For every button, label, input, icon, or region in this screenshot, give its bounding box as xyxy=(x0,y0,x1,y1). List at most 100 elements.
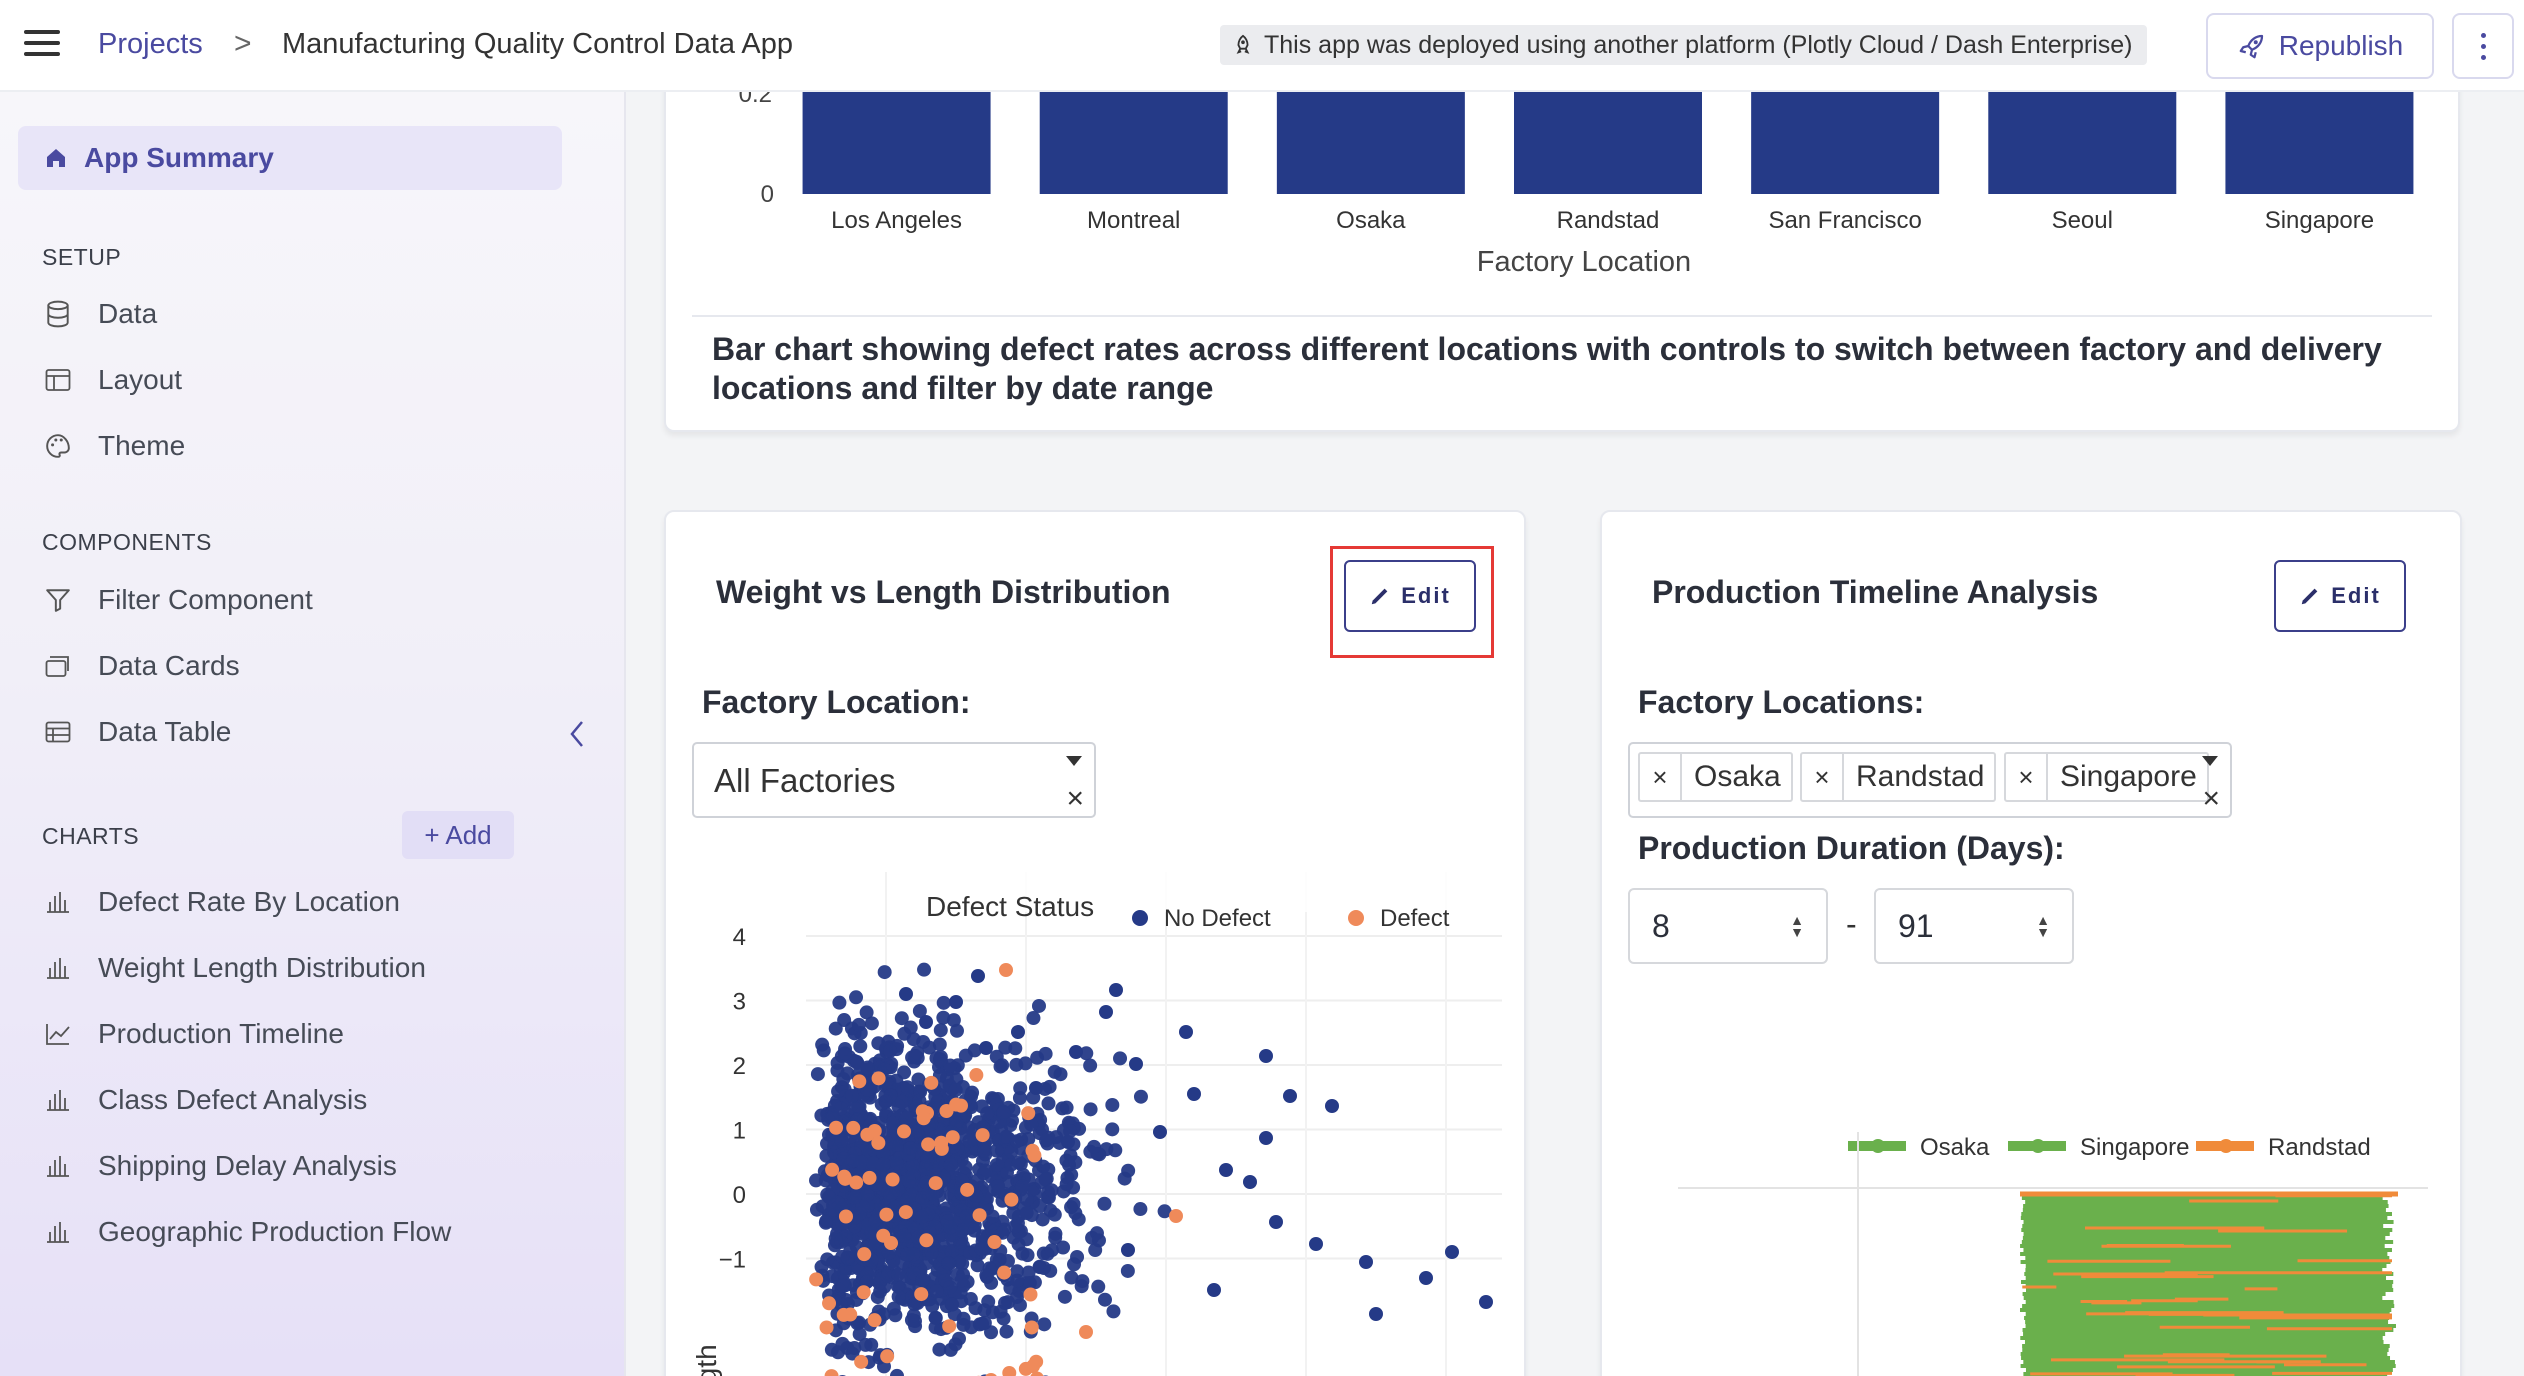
scatter-point xyxy=(1083,1058,1098,1073)
scatter-point xyxy=(864,1016,879,1031)
legend-label[interactable]: Randstad xyxy=(2268,1134,2371,1161)
scatter-point xyxy=(860,1127,875,1142)
scatter-point xyxy=(862,1170,877,1185)
republish-button[interactable]: Republish xyxy=(2206,13,2434,79)
sidebar-item-data[interactable]: Data xyxy=(42,294,157,334)
edit-button[interactable]: Edit xyxy=(2274,560,2406,632)
x-tick-label: Singapore xyxy=(2265,207,2374,234)
remove-chip-icon[interactable]: × xyxy=(1640,754,1682,800)
sidebar-item-label: Geographic Production Flow xyxy=(98,1216,452,1247)
collapse-sidebar-icon[interactable] xyxy=(562,714,592,754)
remove-chip-icon[interactable]: × xyxy=(1802,754,1844,800)
bar-chart-icon xyxy=(47,1090,69,1111)
production-timeline-card: Production Timeline Analysis Edit Factor… xyxy=(1600,510,2462,1376)
scatter-point xyxy=(809,1173,824,1188)
scatter-point xyxy=(1021,1106,1036,1121)
scatter-point xyxy=(962,1133,977,1148)
add-chart-button[interactable]: + Add xyxy=(402,811,514,859)
legend-marker[interactable] xyxy=(1132,910,1148,926)
scatter-point xyxy=(910,1124,925,1139)
factory-location-select[interactable]: All Factories × xyxy=(692,742,1096,818)
remove-chip-icon[interactable]: × xyxy=(2006,754,2048,800)
scatter-point xyxy=(959,1209,974,1224)
scatter-point xyxy=(916,1111,931,1126)
scatter-point xyxy=(1133,1202,1148,1217)
sidebar-item-production-timeline[interactable]: Production Timeline xyxy=(42,1014,344,1054)
legend-label[interactable]: Defect xyxy=(1380,905,1450,932)
duration-max-input[interactable]: 91 ▲ ▼ xyxy=(1874,888,2074,964)
scatter-point xyxy=(925,1187,940,1202)
bar[interactable] xyxy=(802,92,991,194)
breadcrumb-projects[interactable]: Projects xyxy=(98,28,203,60)
bar[interactable] xyxy=(1514,92,1702,194)
sidebar-item-class-defect-analysis[interactable]: Class Defect Analysis xyxy=(42,1080,367,1120)
scatter-point xyxy=(1022,1276,1037,1291)
scatter-point xyxy=(854,1354,869,1369)
x-tick-label: San Francisco xyxy=(1768,207,1921,234)
bar[interactable] xyxy=(2225,92,2414,194)
sidebar-item-data-table[interactable]: Data Table xyxy=(42,712,231,752)
scatter-point xyxy=(891,1289,906,1304)
legend-label[interactable]: No Defect xyxy=(1164,905,1271,932)
legend-label[interactable]: Singapore xyxy=(2080,1134,2189,1161)
scatter-point xyxy=(1283,1089,1297,1103)
sidebar-item-theme[interactable]: Theme xyxy=(42,426,185,466)
selected-location-chip: × Osaka xyxy=(1638,752,1793,802)
scatter-point xyxy=(999,1129,1014,1144)
scatter-point xyxy=(1010,1273,1025,1288)
scatter-point xyxy=(1105,1097,1120,1112)
chevron-down-icon[interactable] xyxy=(1064,754,1084,768)
scatter-point xyxy=(828,1231,843,1246)
duration-min-input[interactable]: 8 ▲ ▼ xyxy=(1628,888,1828,964)
sidebar-item-shipping-delay-analysis[interactable]: Shipping Delay Analysis xyxy=(42,1146,397,1186)
sidebar-item-weight-length-distribution[interactable]: Weight Length Distribution xyxy=(42,948,426,988)
scatter-point xyxy=(837,1046,852,1061)
bar[interactable] xyxy=(1751,92,1940,194)
scatter-point xyxy=(1023,1287,1038,1302)
scatter-point xyxy=(1000,1254,1015,1269)
chevron-down-icon[interactable] xyxy=(2200,754,2220,768)
bar[interactable] xyxy=(1039,92,1228,194)
scatter-point xyxy=(1009,1057,1024,1072)
legend-marker[interactable] xyxy=(1348,910,1364,926)
bar[interactable] xyxy=(1276,92,1465,194)
scatter-point xyxy=(1187,1087,1201,1101)
scatter-point xyxy=(837,1169,852,1184)
duration-separator: - xyxy=(1846,906,1857,942)
scatter-point xyxy=(1153,1125,1167,1139)
sidebar-item-data-cards[interactable]: Data Cards xyxy=(42,646,240,686)
stepper-arrows-icon[interactable]: ▲ ▼ xyxy=(2036,912,2050,940)
sidebar-item-geographic-production-flow[interactable]: Geographic Production Flow xyxy=(42,1212,451,1252)
production-timeline-chart: Osaka Singapore Randstad xyxy=(1678,1132,2428,1376)
sidebar-item-filter-component[interactable]: Filter Component xyxy=(42,580,313,620)
scatter-point xyxy=(899,987,913,1001)
edit-button[interactable]: Edit xyxy=(1344,560,1476,632)
scatter-point xyxy=(1012,1298,1027,1313)
scatter-point xyxy=(1369,1307,1383,1321)
stepper-arrows-icon[interactable]: ▲ ▼ xyxy=(1790,912,1804,940)
sidebar-item-label: Shipping Delay Analysis xyxy=(98,1150,397,1181)
legend-label[interactable]: Osaka xyxy=(1920,1134,1990,1161)
scatter-point xyxy=(1359,1255,1373,1269)
scatter-point xyxy=(819,1148,834,1163)
scatter-point xyxy=(1042,1079,1057,1094)
clear-selection-icon[interactable]: × xyxy=(1066,782,1084,815)
scatter-point xyxy=(1243,1175,1257,1189)
scatter-point xyxy=(949,995,963,1009)
breadcrumb-separator-icon: > xyxy=(234,27,252,60)
sidebar-item-layout[interactable]: Layout xyxy=(42,360,182,400)
sidebar-item-defect-rate-by-location[interactable]: Defect Rate By Location xyxy=(42,882,400,922)
home-icon xyxy=(47,149,65,167)
scatter-point xyxy=(1106,1304,1121,1319)
sidebar-item-app-summary[interactable]: App Summary xyxy=(18,126,562,190)
scatter-point xyxy=(984,1275,999,1290)
scatter-point xyxy=(831,1084,846,1099)
clear-selection-icon[interactable]: × xyxy=(2202,782,2220,815)
hamburger-menu-icon[interactable] xyxy=(24,30,60,60)
scatter-point xyxy=(1121,1243,1135,1257)
factory-locations-multiselect[interactable]: × Osaka × Randstad × Singapore × xyxy=(1628,742,2232,818)
chart-description: Bar chart showing defect rates across di… xyxy=(712,331,2382,406)
scatter-point xyxy=(1105,1122,1120,1137)
bar[interactable] xyxy=(1988,92,2177,194)
more-options-icon[interactable] xyxy=(2452,13,2514,79)
